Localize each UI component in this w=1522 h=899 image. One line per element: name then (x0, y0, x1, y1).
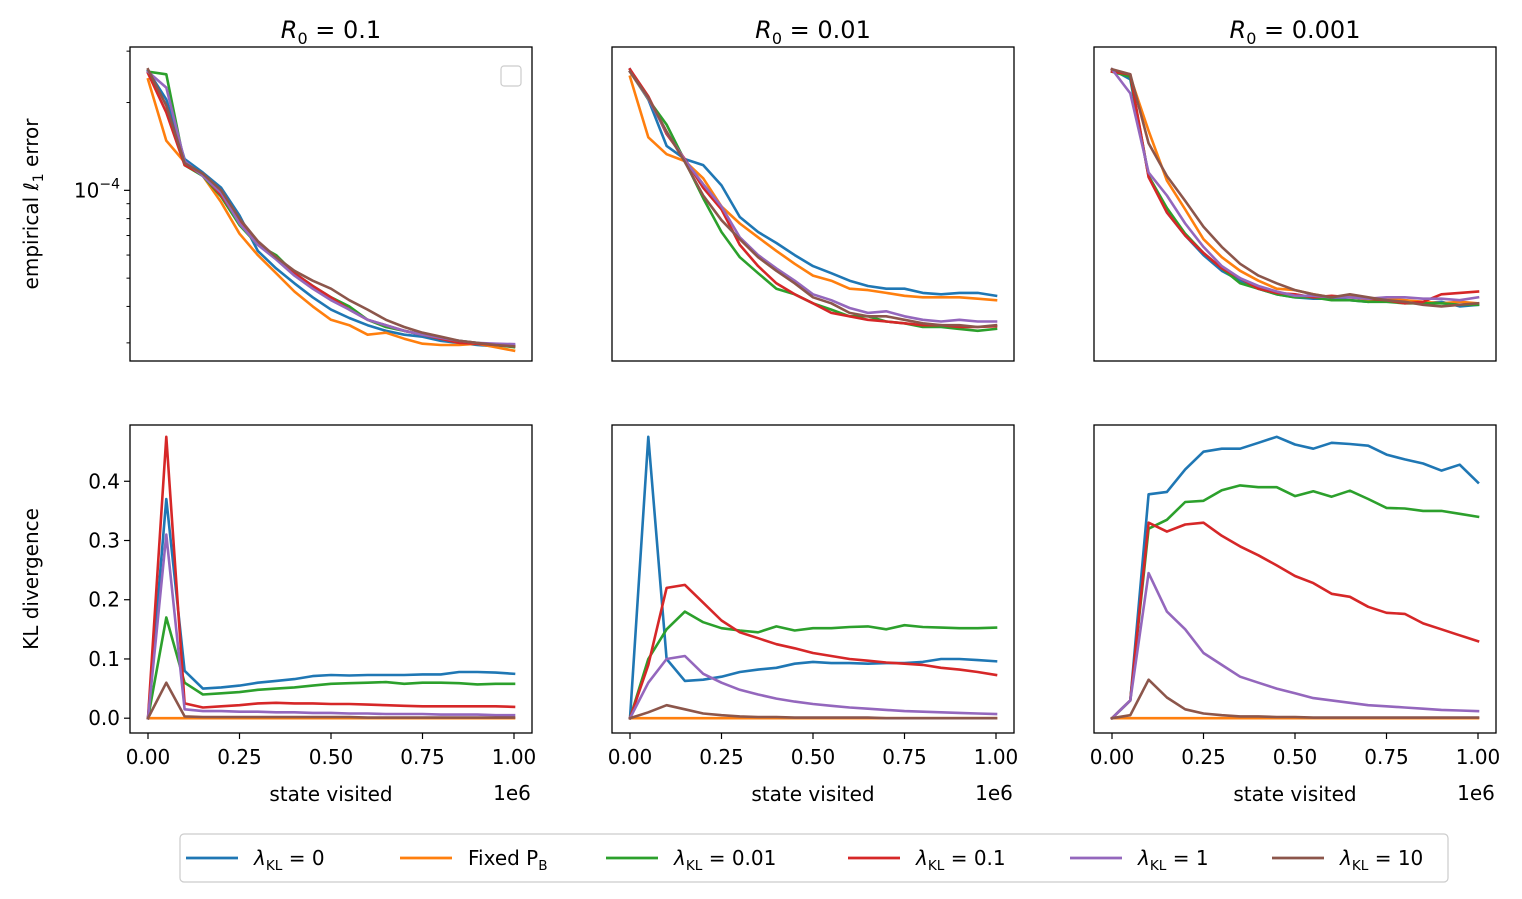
series-line-5 (1110, 678, 1480, 720)
series-line-5 (628, 69, 998, 329)
y-tick-label: 0.3 (88, 529, 120, 553)
x-tick-label: 0.75 (1364, 745, 1409, 769)
x-scale-label: 1e6 (975, 781, 1013, 805)
series-line-3 (146, 435, 516, 720)
panel-error-0: R0 = 0.1 10−4 empirical ℓ1 error (19, 16, 533, 362)
y-axis-label: empirical ℓ1 error (19, 118, 47, 290)
series-line-0 (1110, 435, 1480, 721)
legend-entry-2: λKL = 0.01 (606, 846, 776, 874)
legend-label: Fixed PB (468, 846, 548, 874)
series-line-0 (146, 497, 516, 720)
panel-kl-1: 0.00 0.25 0.50 0.75 1.00 state visited 1e6 (608, 424, 1019, 806)
legend-entry-1: Fixed PB (400, 846, 548, 874)
axes-frame (611, 424, 1015, 734)
x-tick-label: 0.00 (126, 745, 171, 769)
y-tick-label: 0.1 (88, 647, 120, 671)
x-tick-label: 0.25 (699, 745, 744, 769)
legend-label: λKL = 0.1 (915, 846, 1006, 874)
series-line-5 (1110, 67, 1480, 308)
panel-error-1: R0 = 0.01 (611, 16, 1015, 362)
x-tick-label: 1.00 (492, 745, 537, 769)
series-group (146, 67, 516, 353)
x-tick-label: 0.00 (1090, 745, 1135, 769)
legend: λKL = 0 Fixed PB λKL = 0.01 λKL = 0.1 λKL = … (179, 833, 1449, 883)
panel-kl-0: 0.0 0.1 0.2 0.3 0.4 KL divergence 0.00 0.25 0.50… (19, 424, 537, 806)
series-line-4 (628, 654, 998, 720)
x-tick-label: 0.25 (217, 745, 262, 769)
series-line-2 (146, 70, 516, 349)
panel-title: R0 = 0.001 (1230, 16, 1361, 48)
y-tick-label: 10−4 (74, 176, 120, 202)
legend-label: λKL = 10 (1339, 846, 1423, 874)
x-tick-label: 1.00 (974, 745, 1019, 769)
panel-error-2: R0 = 0.001 (1093, 16, 1497, 362)
legend-entry-3: λKL = 0.1 (848, 846, 1006, 874)
x-tick-label: 0.00 (608, 745, 653, 769)
series-line-0 (628, 435, 998, 720)
x-axis-label: state visited (269, 782, 392, 806)
legend-frame (179, 833, 1449, 883)
y-tick-label: 0.2 (88, 588, 120, 612)
series-group (146, 435, 516, 720)
x-tick-label: 0.50 (791, 745, 836, 769)
legend-entry-0: λKL = 0 (186, 846, 325, 874)
series-line-4 (146, 69, 516, 346)
x-scale-label: 1e6 (1457, 781, 1495, 805)
x-tick-label: 0.75 (400, 745, 445, 769)
series-line-5 (146, 681, 516, 720)
series-line-2 (146, 616, 516, 720)
x-tick-label: 0.50 (1273, 745, 1318, 769)
axes-frame (611, 46, 1015, 362)
x-tick-label: 1.00 (1456, 745, 1501, 769)
panel-kl-2: 0.00 0.25 0.50 0.75 1.00 state visited 1e6 (1090, 424, 1501, 806)
legend-entry-5: λKL = 10 (1272, 846, 1423, 874)
series-line-0 (146, 69, 516, 348)
y-tick-label: 0.0 (88, 706, 120, 730)
series-group (628, 67, 998, 333)
series-line-0 (628, 67, 998, 298)
panel-title: R0 = 0.1 (281, 16, 381, 48)
series-line-4 (628, 69, 998, 323)
series-line-2 (1110, 70, 1480, 307)
x-tick-label: 0.25 (1181, 745, 1226, 769)
x-tick-label: 0.75 (882, 745, 927, 769)
x-scale-label: 1e6 (493, 781, 531, 805)
series-line-3 (146, 71, 516, 348)
x-axis-label: state visited (751, 782, 874, 806)
series-line-2 (1110, 484, 1480, 721)
y-axis-label: KL divergence (19, 508, 43, 650)
legend-label: λKL = 0.01 (673, 846, 776, 874)
series-line-3 (1110, 521, 1480, 721)
legend-entry-4: λKL = 1 (1070, 846, 1209, 874)
series-line-5 (146, 67, 516, 348)
x-tick-label: 0.50 (309, 745, 354, 769)
series-line-3 (628, 583, 998, 720)
series-line-2 (628, 610, 998, 720)
series-group (1110, 435, 1480, 721)
series-line-3 (1110, 70, 1480, 305)
series-group (628, 435, 998, 720)
axes-frame (1093, 46, 1497, 362)
legend-label: λKL = 0 (253, 846, 325, 874)
series-line-4 (1110, 67, 1480, 302)
series-line-2 (628, 69, 998, 333)
legend-label: λKL = 1 (1137, 846, 1209, 874)
y-tick-label: 0.4 (88, 469, 120, 493)
series-line-3 (628, 67, 998, 329)
series-line-5 (628, 703, 998, 720)
series-group (1110, 67, 1480, 308)
x-axis-label: state visited (1233, 782, 1356, 806)
series-line-1 (1110, 67, 1480, 305)
series-line-0 (1110, 67, 1480, 308)
series-line-4 (146, 533, 516, 720)
panel-title: R0 = 0.01 (755, 16, 871, 48)
panels: R0 = 0.1 10−4 empirical ℓ1 error R0 = 0.01 R… (19, 16, 1500, 806)
axes-frame (129, 46, 533, 362)
empty-legend-box (500, 65, 522, 87)
series-line-4 (1110, 571, 1480, 721)
